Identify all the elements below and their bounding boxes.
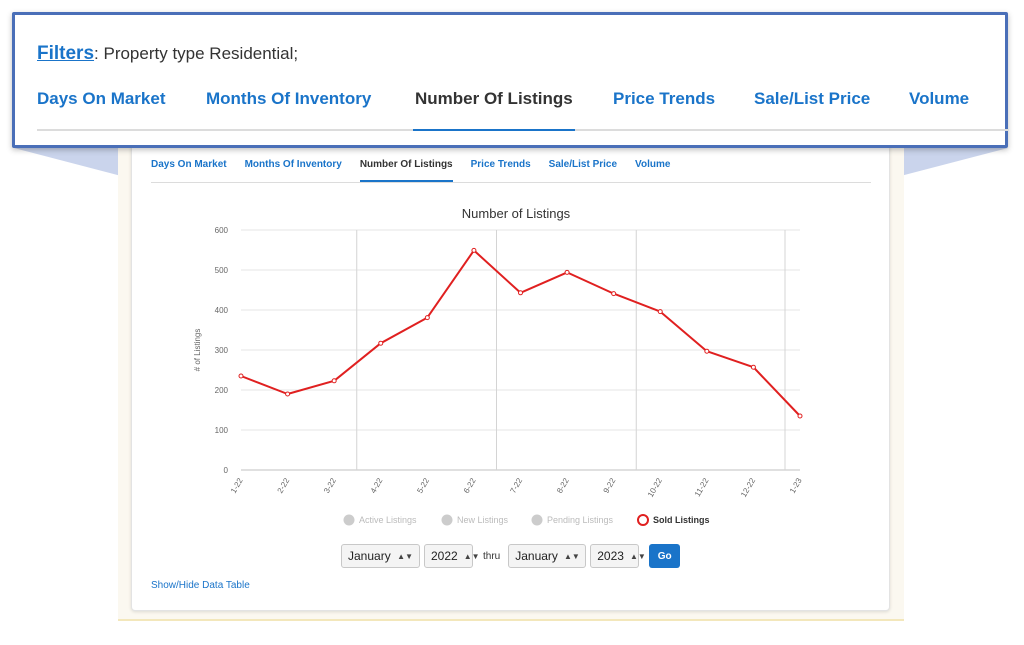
data-point[interactable] <box>471 247 477 253</box>
filters-line: Filters: Property type Residential; <box>37 43 298 65</box>
go-button[interactable]: Go <box>649 544 681 568</box>
data-point[interactable] <box>238 373 244 379</box>
x-tick-label: 11-22 <box>693 476 711 498</box>
tab-volume[interactable]: Volume <box>635 159 671 170</box>
legend-marker <box>441 514 453 526</box>
data-point[interactable] <box>331 378 337 384</box>
callout-tabs: Days On Market Months Of Inventory Numbe… <box>37 85 1009 131</box>
x-tick-label: 2-22 <box>276 476 292 495</box>
thru-label: thru <box>483 550 501 562</box>
listings-line-chart: Number of Listings # of Listings 0 100 200… <box>193 206 804 526</box>
y-tick-label: 300 <box>215 346 229 355</box>
show-hide-data-table-link[interactable]: Show/Hide Data Table <box>151 580 250 591</box>
legend-item-sold-listings[interactable]: Sold Listings <box>637 514 710 526</box>
data-point[interactable] <box>564 269 570 275</box>
callout-tab-sale-list-price[interactable]: Sale/List Price <box>754 89 871 108</box>
data-point[interactable] <box>285 391 291 397</box>
from-year-select[interactable]: 2022 ▲▼ <box>424 544 480 568</box>
x-tick-label: 7-22 <box>508 476 524 495</box>
y-tick-label: 0 <box>224 466 229 475</box>
legend-marker <box>343 514 355 526</box>
data-point[interactable] <box>611 291 617 297</box>
x-tick-label: 1-23 <box>788 476 804 495</box>
to-year-select[interactable]: 2023 ▲▼ <box>590 544 646 568</box>
zoom-callout: Filters: Property type Residential; Days… <box>12 12 1009 148</box>
data-point[interactable] <box>657 309 663 315</box>
legend-label: Active Listings <box>359 515 417 525</box>
tab-months-of-inventory[interactable]: Months Of Inventory <box>244 159 342 170</box>
callout-tab-number-of-listings[interactable]: Number Of Listings <box>413 89 575 131</box>
select-arrows-icon: ▲▼ <box>563 551 580 561</box>
x-tick-label: 3-22 <box>322 476 338 495</box>
tab-sale-list-price[interactable]: Sale/List Price <box>548 159 618 170</box>
sold-listings-line <box>240 249 801 417</box>
x-tick-label: 5-22 <box>415 476 431 495</box>
from-year-value: 2022 <box>431 549 458 563</box>
x-tick-label: 9-22 <box>602 476 618 495</box>
legend-item-active-listings[interactable]: Active Listings <box>343 514 418 526</box>
select-arrows-icon: ▲▼ <box>397 551 413 561</box>
tab-days-on-market[interactable]: Days On Market <box>151 159 227 170</box>
callout-tab-volume[interactable]: Volume <box>909 89 970 108</box>
legend-marker <box>531 514 543 526</box>
x-tick-label: 8-22 <box>555 476 571 495</box>
select-arrows-icon: ▲▼ <box>629 551 646 561</box>
legend-item-new-listings[interactable]: New Listings <box>441 514 509 526</box>
series-sold-listings <box>238 247 803 419</box>
from-month-value: January <box>348 549 391 563</box>
filters-link[interactable]: Filters <box>37 43 95 64</box>
from-month-select[interactable]: January ▲▼ <box>341 544 420 568</box>
legend-marker <box>637 514 649 526</box>
y-axis-label: # of Listings <box>193 329 202 372</box>
x-tick-label: 4-22 <box>369 476 385 495</box>
legend-label: Sold Listings <box>653 515 710 525</box>
y-tick-label: 200 <box>215 386 229 395</box>
chart-grid <box>241 229 800 471</box>
y-tick-label: 400 <box>215 306 229 315</box>
data-point[interactable] <box>750 364 756 370</box>
filters-text: : Property type Residential; <box>94 44 299 63</box>
y-tick-labels: 0 100 200 300 400 500 600 <box>215 226 229 475</box>
callout-tab-months-of-inventory[interactable]: Months Of Inventory <box>206 89 372 108</box>
data-point[interactable] <box>424 315 430 321</box>
x-tick-label: 10-22 <box>646 476 664 499</box>
y-tick-label: 100 <box>215 426 229 435</box>
to-month-select[interactable]: January ▲▼ <box>508 544 587 568</box>
y-tick-label: 500 <box>215 266 229 275</box>
legend-label: New Listings <box>457 515 509 525</box>
tab-number-of-listings[interactable]: Number Of Listings <box>359 150 453 182</box>
legend-label: Pending Listings <box>547 515 614 525</box>
chart-title: Number of Listings <box>462 206 571 221</box>
to-year-value: 2023 <box>597 549 624 563</box>
tab-price-trends[interactable]: Price Trends <box>470 159 531 170</box>
x-tick-labels: 1-22 2-22 3-22 4-22 5-22 6-22 7-22 8-22 9-22 10-2… <box>229 476 804 499</box>
callout-tab-price-trends[interactable]: Price Trends <box>613 89 716 108</box>
data-point[interactable] <box>704 348 710 354</box>
select-arrows-icon: ▲▼ <box>463 551 480 561</box>
to-month-value: January <box>515 549 558 563</box>
legend-item-pending-listings[interactable]: Pending Listings <box>531 514 614 526</box>
x-tick-label: 12-22 <box>739 476 757 499</box>
chart-legend: Active Listings New Listings Pending Listi… <box>343 514 710 526</box>
date-range-controls: January ▲▼ 2022 ▲▼ thru January ▲▼ 2023 … <box>341 543 681 569</box>
callout-tab-days-on-market[interactable]: Days On Market <box>37 89 166 108</box>
data-point[interactable] <box>518 290 523 296</box>
report-tabs: Days On Market Months Of Inventory Numbe… <box>151 150 871 183</box>
x-tick-label: 6-22 <box>462 476 478 495</box>
y-tick-label: 600 <box>215 226 229 235</box>
chart-card <box>131 140 890 611</box>
data-point[interactable] <box>378 340 384 346</box>
x-tick-label: 1-22 <box>229 476 245 495</box>
data-point[interactable] <box>797 413 803 419</box>
